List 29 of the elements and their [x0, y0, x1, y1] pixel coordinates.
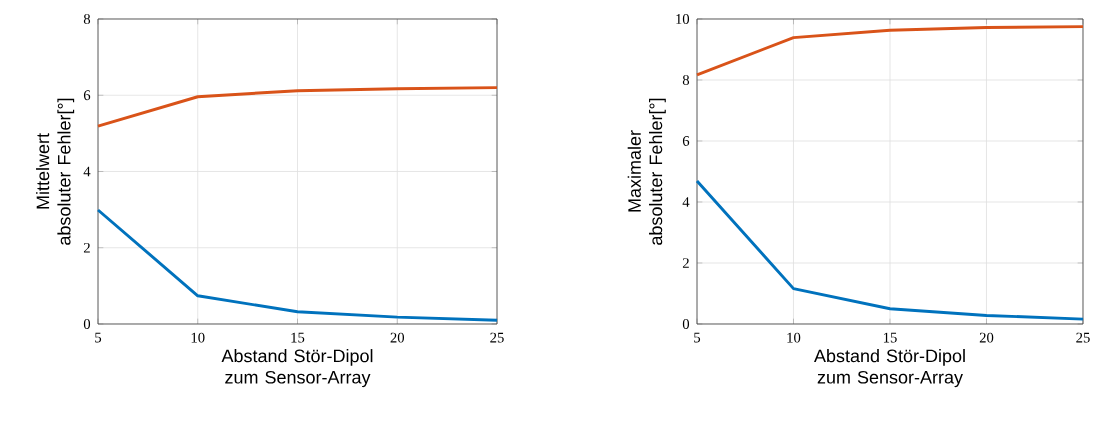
x-tick-label: 5 [694, 332, 701, 343]
line-series [96, 208, 499, 322]
x-axis-title: Abstand Stör-Dipol zum Sensor-Array [814, 349, 965, 388]
line-series [695, 25, 1085, 77]
x-tick-label: 20 [390, 332, 405, 343]
y-tick-label: 8 [83, 14, 91, 24]
x-tick-label: 10 [191, 332, 205, 343]
y-tick-label: 6 [83, 90, 91, 101]
y-tick-label: 4 [682, 197, 690, 207]
x-tick-label: 25 [1076, 332, 1090, 343]
y-tick-label: 10 [676, 14, 690, 24]
x-tick-label: 10 [787, 332, 801, 343]
y-tick-label: 2 [682, 258, 689, 268]
x-axis-title: Abstand Stör-Dipol zum Sensor-Array [221, 349, 373, 388]
x-tick-label: 15 [883, 332, 897, 343]
y-tick-label: 8 [682, 75, 690, 85]
line-series [695, 179, 1085, 321]
x-tick-label: 15 [291, 332, 305, 343]
x-tick-label: 20 [979, 332, 994, 343]
x-tick-label: 25 [490, 332, 504, 343]
y-tick-label: 4 [83, 166, 91, 177]
y-axis-title: Maximaler absoluter Fehler[°] [627, 98, 666, 245]
line-series [96, 86, 499, 128]
y-tick-label: 2 [83, 242, 90, 253]
x-tick-label: 5 [95, 332, 102, 343]
y-tick-label: 0 [682, 319, 690, 329]
y-tick-label: 0 [83, 319, 91, 329]
y-tick-label: 6 [682, 136, 690, 146]
y-axis-title: Mittelwert absoluter Fehler[°] [36, 98, 75, 245]
